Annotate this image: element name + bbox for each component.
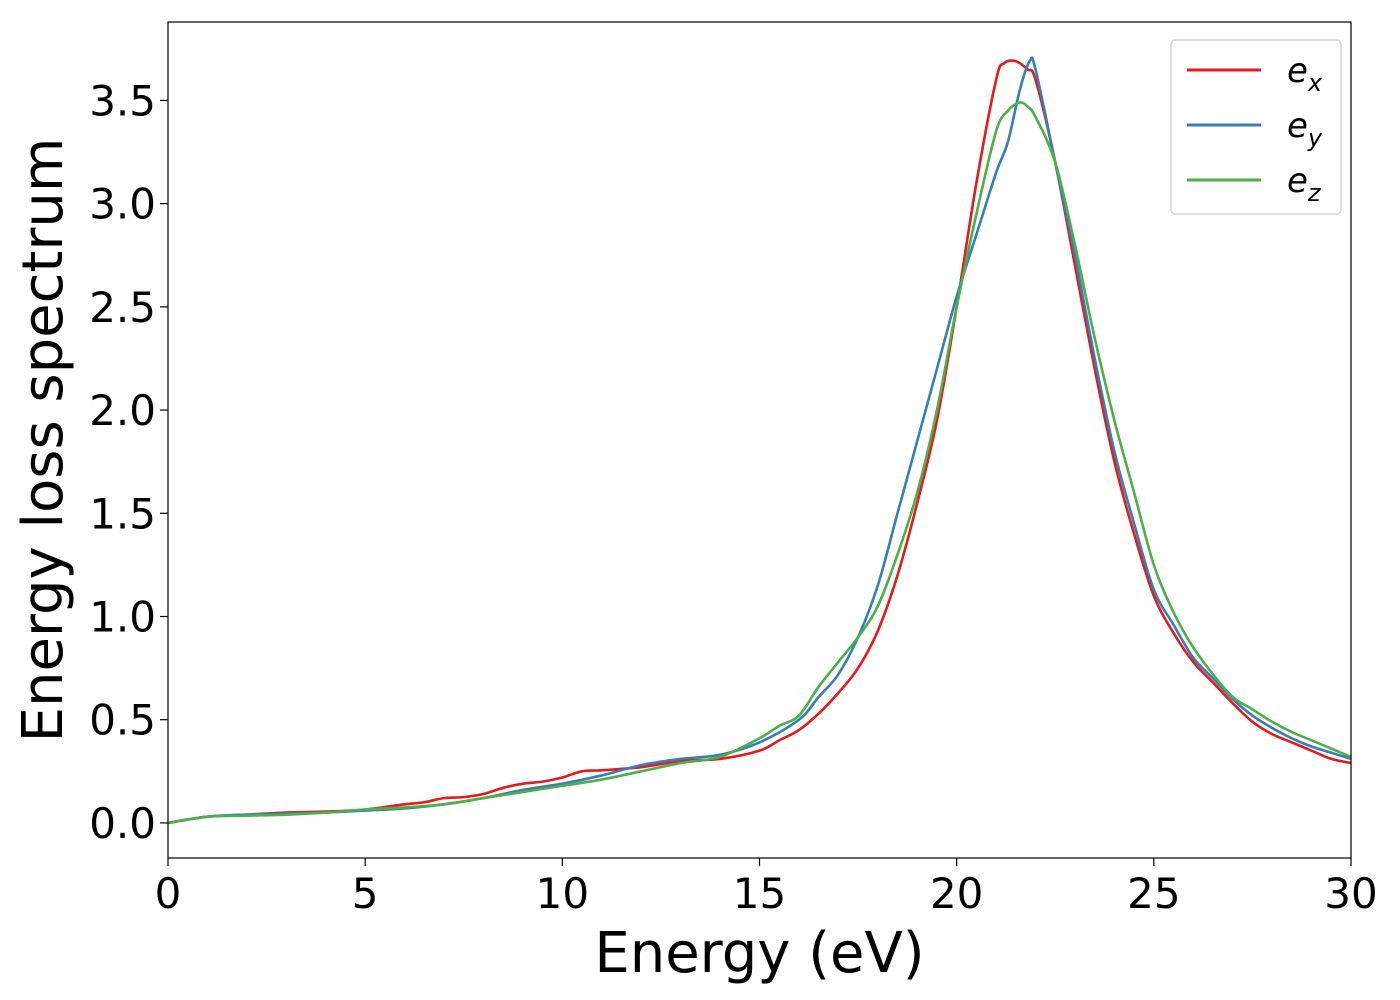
x-tick-label: 30 xyxy=(1324,869,1377,918)
y-tick-label: 3.5 xyxy=(89,76,156,125)
x-tick-label: 0 xyxy=(155,869,182,918)
y-tick-label: 3.0 xyxy=(89,180,156,229)
series-line-e-x xyxy=(168,59,1351,825)
x-tick-label: 5 xyxy=(352,869,379,918)
x-axis-label: Energy (eV) xyxy=(594,921,924,986)
y-tick-label: 1.5 xyxy=(89,489,156,538)
x-tick-label: 20 xyxy=(930,869,983,918)
x-tick-label: 15 xyxy=(733,869,786,918)
x-axis-ticks: 0 5 10 15 20 25 30 xyxy=(155,858,1378,918)
x-tick-label: 10 xyxy=(536,869,589,918)
legend-label-x: ex xyxy=(1287,51,1323,97)
y-tick-label: 2.0 xyxy=(89,386,156,435)
series-line-e-z xyxy=(168,101,1351,825)
series-layer xyxy=(168,56,1351,825)
legend-box xyxy=(1170,39,1342,215)
y-axis-ticks: 0.0 0.5 1.0 1.5 2.0 2.5 3.0 3.5 xyxy=(89,76,168,848)
y-tick-label: 1.0 xyxy=(89,592,156,641)
y-tick-label: 0.0 xyxy=(89,799,156,848)
x-tick-label: 25 xyxy=(1127,869,1180,918)
y-tick-label: 0.5 xyxy=(89,696,156,745)
y-tick-label: 2.5 xyxy=(89,283,156,332)
legend: ex ey ez xyxy=(1170,39,1342,215)
legend-label-z: ez xyxy=(1287,161,1322,207)
legend-label-y: ey xyxy=(1287,106,1323,152)
y-axis-label: Energy loss spectrum xyxy=(11,138,76,743)
